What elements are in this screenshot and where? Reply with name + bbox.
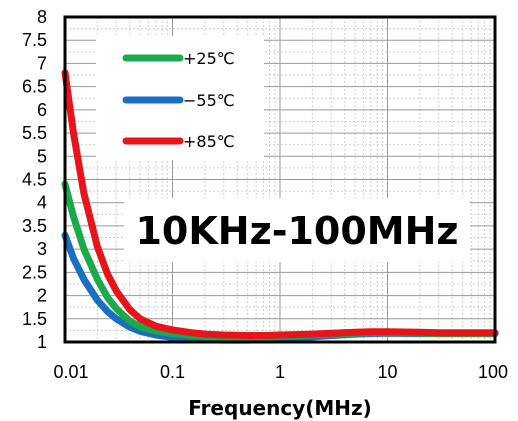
y-tick-label: 5 xyxy=(37,146,47,166)
plot-frame xyxy=(63,15,497,344)
y-tick-label: 1 xyxy=(37,332,47,352)
y-tick-label: 3 xyxy=(37,239,47,259)
y-tick-label: 5.5 xyxy=(22,123,47,143)
x-tick-label: 100 xyxy=(478,362,508,382)
series-line-2 xyxy=(61,69,499,339)
legend-label-1: −55℃ xyxy=(183,91,235,110)
y-tick-label: 6 xyxy=(37,100,47,120)
y-tick-label: 8 xyxy=(37,7,47,27)
y-tick-label: 6.5 xyxy=(22,77,47,97)
y-tick-label: 4.5 xyxy=(22,170,47,190)
annotation-label: 10KHz-100MHz xyxy=(135,209,458,253)
annotation-box xyxy=(124,198,470,262)
legend-label-0: +25℃ xyxy=(183,49,235,68)
y-tick-label: 7 xyxy=(37,53,47,73)
x-axis-label: Frequency(MHz) xyxy=(188,396,372,420)
x-tick-label: 1 xyxy=(275,362,285,382)
y-tick-label: 2.5 xyxy=(22,262,47,282)
y-tick-label: 4 xyxy=(37,193,47,213)
y-tick-label: 2 xyxy=(37,286,47,306)
y-tick-label: 3.5 xyxy=(22,216,47,236)
y-tick-label: 7.5 xyxy=(22,30,47,50)
x-tick-labels: 0.01 0.1 1 10 100 xyxy=(53,362,508,382)
y-tick-labels: 1 1.5 2 2.5 3 3.5 4 4.5 5 5.5 6 6.5 7 7.5 8 xyxy=(22,7,47,352)
series-layer xyxy=(61,69,499,344)
x-tick-label: 0.01 xyxy=(53,362,88,382)
y-tick-label: 1.5 xyxy=(22,309,47,329)
legend: +25℃ −55℃ +85℃ xyxy=(96,36,264,160)
x-tick-label: 10 xyxy=(377,362,397,382)
x-tick-label: 0.1 xyxy=(160,362,185,382)
legend-label-2: +85℃ xyxy=(183,132,235,151)
